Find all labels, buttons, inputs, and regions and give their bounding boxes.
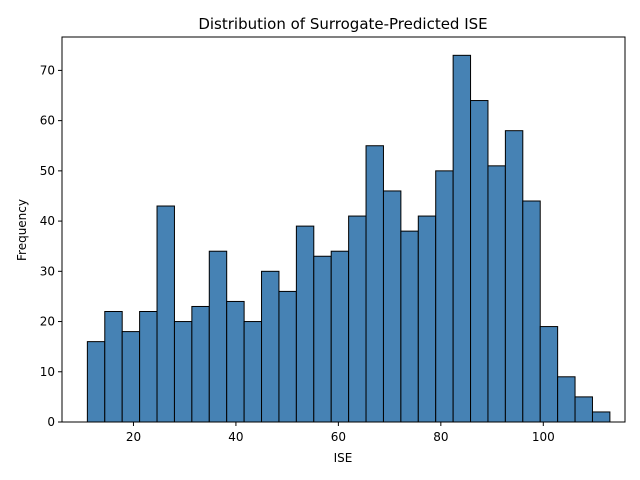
histogram-bar-1 (104, 311, 123, 423)
histogram-bar-21 (452, 54, 472, 423)
histogram-bar-16 (365, 145, 384, 423)
histogram-bar-25 (522, 200, 541, 423)
histogram-bar-4 (156, 205, 175, 423)
histogram-bar-2 (121, 331, 141, 423)
histogram-bar-28 (574, 396, 593, 423)
histogram-bar-24 (504, 130, 524, 423)
histogram-bar-19 (417, 215, 437, 423)
histogram-bar-11 (278, 290, 297, 423)
histogram-bar-14 (330, 250, 350, 423)
histogram-bar-6 (191, 305, 210, 423)
histogram-bar-10 (261, 270, 280, 423)
y-axis-ticks: 0 10 20 30 40 50 60 70 (40, 63, 62, 429)
histogram-bar-22 (470, 100, 489, 423)
y-tick-label: 70 (40, 63, 55, 77)
histogram-bar-27 (557, 376, 576, 423)
histogram-bar-29 (591, 411, 611, 423)
x-axis-label: ISE (334, 451, 353, 465)
x-axis-ticks: 20 40 60 80 100 (126, 422, 555, 444)
histogram-bar-26 (539, 326, 559, 423)
histogram-bar-0 (86, 341, 106, 423)
histogram-bar-3 (139, 311, 158, 423)
histogram-bar-17 (382, 190, 402, 423)
y-tick-label: 30 (40, 264, 55, 278)
histogram-bar-15 (348, 215, 367, 423)
histogram-bar-9 (243, 321, 263, 423)
histogram-bar-13 (313, 255, 332, 423)
x-tick-label: 40 (228, 430, 243, 444)
histogram-bar-12 (295, 225, 315, 423)
y-tick-label: 20 (40, 315, 55, 329)
plot-frame (61, 36, 626, 423)
chart-title: Distribution of Surrogate-Predicted ISE (198, 15, 487, 33)
histogram-bar-20 (435, 170, 454, 423)
y-tick-label: 10 (40, 365, 55, 379)
bars-group (86, 54, 611, 423)
y-tick-label: 50 (40, 164, 55, 178)
histogram-bar-7 (208, 250, 228, 423)
x-tick-label: 20 (126, 430, 141, 444)
y-tick-label: 60 (40, 114, 55, 128)
y-axis-label: Frequency (15, 199, 29, 261)
x-tick-label: 100 (532, 430, 555, 444)
histogram-bar-8 (226, 300, 245, 423)
histogram-bar-23 (487, 165, 506, 423)
x-tick-label: 80 (433, 430, 448, 444)
x-tick-label: 60 (331, 430, 346, 444)
histogram-bar-5 (173, 321, 193, 423)
histogram-bar-18 (400, 230, 419, 423)
y-tick-label: 40 (40, 214, 55, 228)
y-tick-label: 0 (47, 415, 55, 429)
